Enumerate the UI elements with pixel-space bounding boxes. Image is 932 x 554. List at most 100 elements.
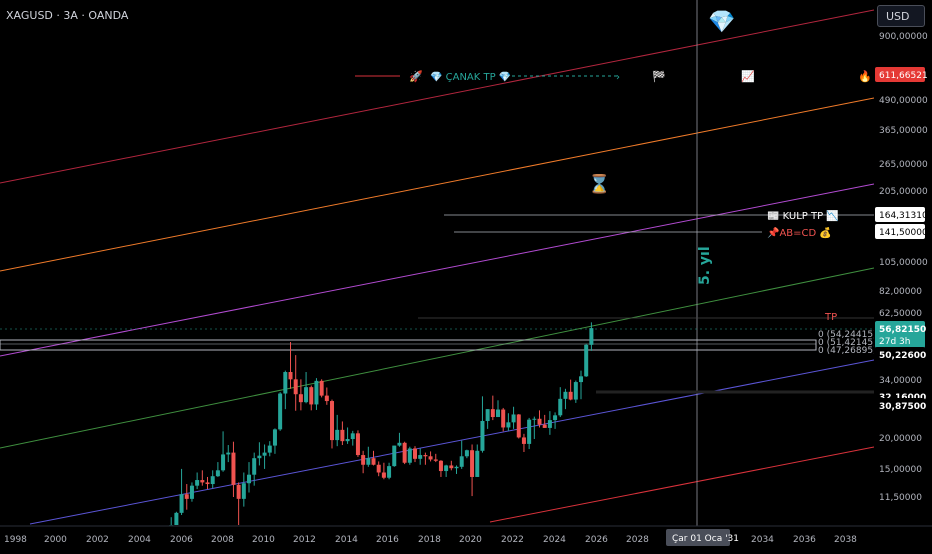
price-axis[interactable]: 900,00000 490,00000 365,00000 265,00000 … — [874, 0, 932, 527]
candle-body[interactable] — [314, 380, 319, 405]
candle-body[interactable] — [573, 382, 578, 400]
time-axis[interactable]: 1998 2000 2002 2004 2006 2008 2010 2012 … — [0, 525, 932, 550]
candle-body[interactable] — [584, 344, 589, 377]
tp-label[interactable]: TP — [824, 312, 837, 323]
kulp-tp-label[interactable]: 📰 KULP TP 📉 — [767, 209, 839, 222]
candle-body[interactable] — [501, 409, 506, 428]
candle-body[interactable] — [475, 450, 480, 477]
candle-body[interactable] — [413, 448, 418, 459]
candle-body[interactable] — [402, 442, 407, 463]
candle-body[interactable] — [418, 455, 423, 459]
candle-body[interactable] — [516, 414, 521, 438]
candle-body[interactable] — [231, 452, 236, 485]
orange-channel-line[interactable] — [0, 97, 875, 272]
candle-body[interactable] — [236, 484, 241, 499]
candle-body[interactable] — [257, 455, 262, 459]
candle-body[interactable] — [485, 409, 490, 421]
candle-body[interactable] — [547, 420, 552, 428]
candle-body[interactable] — [252, 458, 257, 475]
candle-body[interactable] — [521, 437, 526, 444]
candle-body[interactable] — [381, 472, 386, 478]
candle-body[interactable] — [293, 379, 298, 395]
candle-body[interactable] — [350, 433, 355, 440]
candle-body[interactable] — [247, 474, 252, 484]
candle-body[interactable] — [470, 450, 475, 477]
candle-body[interactable] — [459, 456, 464, 467]
candle-body[interactable] — [454, 466, 459, 469]
candle-body[interactable] — [480, 420, 485, 451]
candle-body[interactable] — [407, 448, 412, 463]
candle-body[interactable] — [511, 414, 516, 423]
candle-body[interactable] — [195, 480, 200, 486]
candle-body[interactable] — [392, 445, 397, 467]
candle-body[interactable] — [288, 372, 293, 380]
candle-body[interactable] — [184, 494, 189, 499]
candle-body[interactable] — [340, 429, 345, 442]
candle-body[interactable] — [444, 465, 449, 472]
candle-body[interactable] — [200, 480, 205, 483]
candle-body[interactable] — [387, 466, 392, 478]
candle-body[interactable] — [262, 452, 267, 456]
candle-body[interactable] — [345, 439, 350, 442]
candle-body[interactable] — [298, 394, 303, 403]
candle-body[interactable] — [215, 470, 220, 477]
red-channel-lower[interactable] — [489, 446, 875, 523]
candle-body[interactable] — [589, 328, 594, 345]
candle-body[interactable] — [542, 424, 547, 428]
candle-body[interactable] — [371, 458, 376, 465]
currency-button[interactable]: USD — [877, 5, 925, 27]
purple-channel-line[interactable] — [0, 183, 875, 357]
blue-channel-line[interactable] — [29, 359, 875, 525]
candle-body[interactable] — [179, 494, 184, 513]
candle-body[interactable] — [397, 442, 402, 446]
candle-body[interactable] — [496, 409, 501, 418]
candle-body[interactable] — [189, 485, 194, 499]
five-year-label[interactable]: 5. yıl — [697, 246, 713, 285]
candle-body[interactable] — [568, 391, 573, 400]
candle-body[interactable] — [304, 387, 309, 403]
candle-body[interactable] — [433, 459, 438, 461]
red-channel-upper[interactable] — [0, 9, 875, 184]
candle-body[interactable] — [205, 482, 210, 485]
candle-body[interactable] — [438, 460, 443, 472]
candle-body[interactable] — [532, 418, 537, 420]
candle-body[interactable] — [553, 415, 558, 421]
candle-body[interactable] — [423, 455, 428, 457]
candle-body[interactable] — [174, 512, 179, 525]
candle-body[interactable] — [579, 376, 584, 383]
fib-zone[interactable] — [0, 339, 817, 351]
candle-body[interactable] — [355, 433, 360, 456]
candle-body[interactable] — [490, 409, 495, 418]
candle-body[interactable] — [449, 465, 454, 469]
candle-body[interactable] — [558, 398, 563, 416]
abcd-label[interactable]: 📌AB=CD 💰 — [767, 226, 832, 239]
candle-body[interactable] — [563, 391, 568, 399]
candle-body[interactable] — [361, 455, 366, 465]
candle-body[interactable] — [537, 418, 542, 425]
candle-body[interactable] — [330, 401, 335, 441]
candle-body[interactable] — [324, 395, 329, 402]
candle-body[interactable] — [366, 458, 371, 465]
candle-body[interactable] — [210, 476, 215, 485]
x-tick-2004: 2004 — [128, 535, 151, 545]
candle-body[interactable] — [226, 452, 231, 455]
candle-body[interactable] — [376, 464, 381, 473]
candle-body[interactable] — [278, 393, 283, 430]
candle-body[interactable] — [221, 454, 226, 471]
candle-body[interactable] — [464, 450, 469, 457]
candle-body[interactable] — [527, 419, 532, 444]
canak-tp-label[interactable]: 💎 ÇANAK TP 💎 — [430, 71, 511, 83]
candle-body[interactable] — [335, 429, 340, 441]
candle-body[interactable] — [283, 372, 288, 394]
cursor-date-text: Çar 01 Oca '31 — [672, 534, 739, 544]
candle-body[interactable] — [241, 483, 246, 499]
candle-body[interactable] — [309, 387, 314, 405]
candle-body[interactable] — [319, 380, 324, 396]
candle-body[interactable] — [272, 429, 277, 446]
candle-body[interactable] — [506, 422, 511, 428]
green-channel-line[interactable] — [0, 267, 875, 449]
candle-body[interactable] — [267, 445, 272, 453]
candle-body[interactable] — [428, 456, 433, 460]
